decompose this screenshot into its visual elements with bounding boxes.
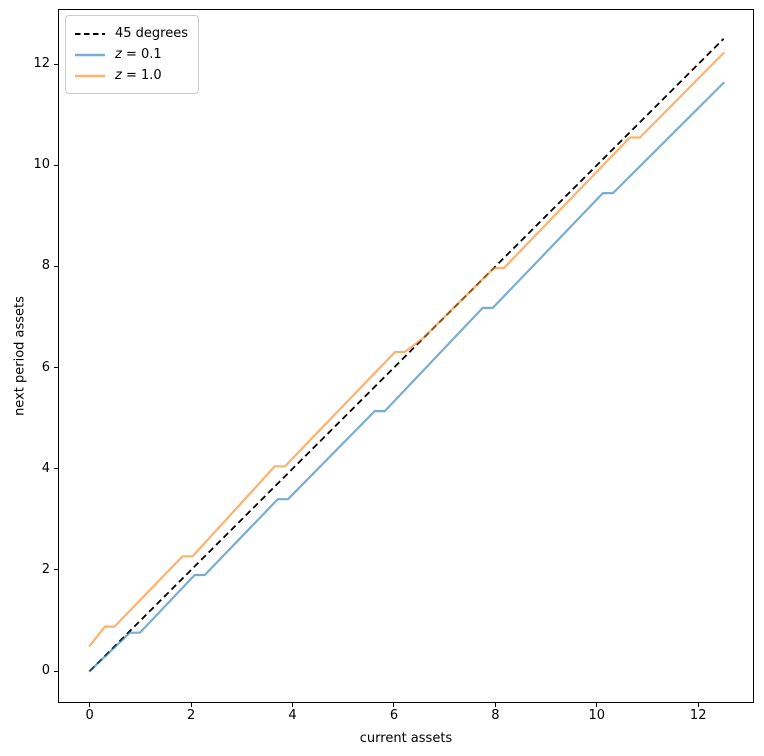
y-tick-label: 6 <box>41 359 50 375</box>
orange-line-sample <box>75 74 105 77</box>
y-tick-label: 0 <box>41 663 50 679</box>
legend: 45 degrees z = 0.1 z = 1.0 <box>65 15 200 94</box>
legend-var: z <box>115 47 122 62</box>
x-tick-label: 6 <box>389 708 399 723</box>
x-tick-mark <box>292 703 294 707</box>
x-tick-label: 4 <box>288 708 297 723</box>
legend-label-z-1-0: z = 1.0 <box>115 68 162 83</box>
x-tick-mark <box>697 703 699 707</box>
x-tick-label: 12 <box>689 708 707 723</box>
x-tick-mark <box>596 703 598 707</box>
x-tick-mark <box>393 703 395 707</box>
legend-rest: = 1.0 <box>121 68 162 83</box>
legend-label-z-0-1: z = 0.1 <box>115 47 162 62</box>
legend-var: z <box>115 68 122 83</box>
axes-spines <box>58 9 754 703</box>
x-tick-label: 10 <box>588 708 606 723</box>
x-tick-mark <box>494 703 496 707</box>
y-tick-mark <box>54 63 58 65</box>
x-tick-mark <box>89 703 91 707</box>
plot-svg <box>58 9 754 703</box>
y-tick-mark <box>54 265 58 267</box>
legend-item-z-1-0: z = 1.0 <box>75 65 188 86</box>
y-tick-label: 8 <box>41 258 50 274</box>
series-line-0 <box>89 38 725 672</box>
blue-line-sample <box>75 53 105 56</box>
legend-label-45-degrees: 45 degrees <box>115 26 189 41</box>
legend-item-z-0-1: z = 0.1 <box>75 44 188 65</box>
series-line-1 <box>88 81 725 673</box>
x-tick-label: 0 <box>85 708 94 723</box>
dashed-line-sample <box>75 32 105 35</box>
series-line-2 <box>88 51 725 647</box>
x-tick-mark <box>190 703 192 707</box>
y-tick-mark <box>54 164 58 166</box>
y-tick-mark <box>54 670 58 672</box>
x-tick-label: 2 <box>186 708 196 723</box>
x-axis-label: current assets <box>359 731 453 746</box>
legend-rest: = 0.1 <box>121 47 162 62</box>
y-tick-label: 12 <box>33 56 50 72</box>
plot-area <box>58 9 754 703</box>
y-tick-label: 10 <box>33 157 50 173</box>
legend-item-45-degrees: 45 degrees <box>75 23 188 44</box>
y-tick-mark <box>54 468 58 470</box>
y-tick-label: 2 <box>41 561 50 577</box>
y-tick-mark <box>54 569 58 571</box>
y-axis-label: next period assets <box>12 296 28 416</box>
y-tick-mark <box>54 367 58 369</box>
y-tick-label: 4 <box>41 460 50 476</box>
x-tick-label: 8 <box>491 708 500 723</box>
